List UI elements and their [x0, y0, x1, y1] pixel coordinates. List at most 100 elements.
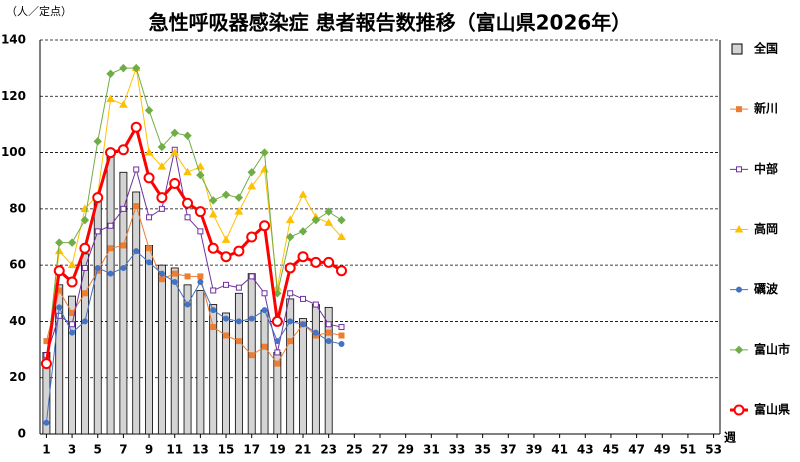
- point: [69, 329, 76, 336]
- point: [194, 206, 206, 218]
- legend-marker: [734, 345, 744, 355]
- point: [274, 338, 281, 345]
- bar: [106, 149, 115, 435]
- x-tick-label: 37: [500, 443, 517, 457]
- legend-label: 高岡: [754, 221, 778, 236]
- point: [196, 162, 205, 170]
- point: [170, 148, 180, 156]
- point: [81, 290, 88, 297]
- bar: [286, 298, 295, 435]
- x-tick-label: 47: [628, 443, 645, 457]
- x-tick-label: 1: [42, 443, 50, 457]
- bar: [80, 253, 89, 435]
- point: [285, 215, 295, 224]
- x-tick-label: 13: [192, 443, 209, 457]
- point: [210, 324, 217, 331]
- point: [197, 273, 204, 280]
- point: [119, 100, 128, 108]
- bar: [196, 290, 205, 435]
- point: [56, 304, 63, 311]
- x-tick-label: 23: [320, 443, 337, 457]
- point: [93, 137, 102, 146]
- point: [338, 340, 345, 347]
- y-tick-label: 100: [1, 145, 26, 159]
- point: [300, 295, 307, 302]
- point: [337, 215, 346, 225]
- point: [146, 245, 153, 252]
- point: [246, 231, 258, 243]
- point: [221, 190, 231, 199]
- point: [170, 128, 179, 138]
- x-tick-label: 43: [577, 443, 594, 457]
- point: [312, 329, 319, 336]
- point: [120, 205, 127, 212]
- legend-label: 全国: [753, 41, 778, 56]
- x-tick-label: 35: [474, 443, 491, 457]
- point: [297, 251, 309, 263]
- point: [92, 192, 104, 204]
- x-tick-label: 11: [166, 443, 183, 457]
- point: [260, 164, 269, 173]
- point: [284, 262, 296, 274]
- point: [197, 279, 204, 286]
- bar: [324, 306, 333, 435]
- point: [119, 63, 128, 73]
- point: [323, 256, 335, 268]
- point: [130, 121, 142, 133]
- point: [107, 245, 114, 252]
- point: [261, 307, 268, 314]
- point: [107, 270, 114, 277]
- y-tick-label: 60: [9, 258, 26, 272]
- x-tick-label: 9: [145, 443, 153, 457]
- point: [260, 148, 269, 157]
- point: [169, 178, 181, 190]
- point: [261, 290, 268, 297]
- point: [274, 360, 281, 367]
- point: [298, 190, 308, 198]
- x-tick-label: 21: [295, 443, 312, 457]
- point: [184, 214, 191, 221]
- point: [40, 358, 52, 370]
- point: [106, 94, 115, 103]
- bar: [311, 304, 320, 435]
- point: [210, 307, 217, 314]
- point: [144, 106, 154, 115]
- point: [132, 63, 141, 73]
- point: [183, 167, 192, 176]
- point: [133, 203, 140, 210]
- point: [94, 228, 101, 235]
- point: [94, 264, 101, 271]
- point: [158, 205, 165, 212]
- point: [312, 301, 319, 308]
- point: [156, 192, 168, 204]
- y-tick-label: 40: [9, 314, 26, 328]
- point: [66, 276, 78, 288]
- point: [287, 318, 294, 325]
- point: [184, 301, 191, 308]
- point: [207, 242, 219, 254]
- point: [53, 265, 65, 277]
- point: [144, 148, 154, 156]
- point: [310, 256, 322, 268]
- point: [287, 290, 294, 297]
- point: [80, 215, 90, 225]
- point: [107, 222, 114, 229]
- bar: [209, 304, 218, 435]
- series-line: [44, 123, 343, 364]
- point: [55, 238, 64, 247]
- point: [311, 215, 321, 225]
- point: [271, 315, 283, 327]
- point: [133, 166, 140, 173]
- point: [182, 197, 194, 209]
- point: [183, 131, 192, 140]
- point: [298, 227, 308, 236]
- legend-marker: [736, 286, 742, 293]
- point: [133, 248, 140, 255]
- x-tick-label: 33: [449, 443, 466, 457]
- x-tick-label: 19: [269, 443, 286, 457]
- bar: [260, 309, 269, 435]
- y-tick-label: 0: [18, 427, 26, 441]
- bar: [234, 292, 243, 435]
- x-tick-label: 5: [94, 443, 102, 457]
- point: [324, 218, 334, 226]
